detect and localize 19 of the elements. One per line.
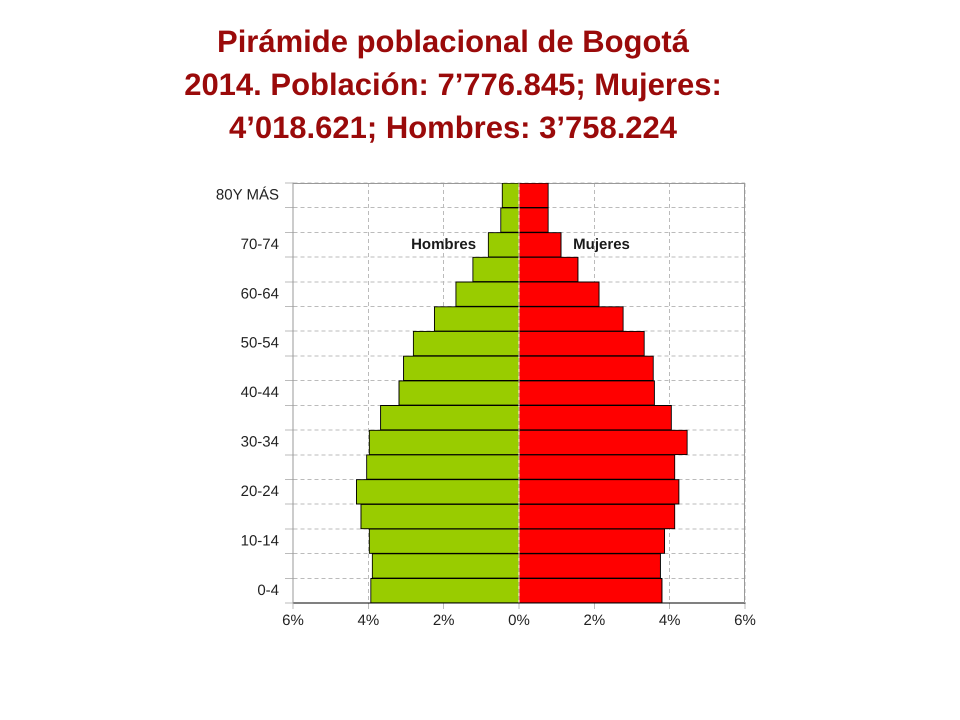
y-tick-label: 40-44	[240, 384, 279, 402]
x-tick-label: 4%	[357, 612, 380, 630]
y-tick-label: 20-24	[240, 482, 279, 500]
x-tick-label: 6%	[282, 612, 304, 630]
y-tick-label: 70-74	[240, 236, 279, 253]
chart-title: Pirámide poblacional de Bogotá 2014. Población: 7’776.845; Mujeres: 4’018.621; Hombres: 3’758.224	[183, 23, 723, 147]
x-tick-label: 2%	[583, 612, 606, 630]
x-tick-label: 6%	[734, 612, 756, 630]
series-label: Hombres	[411, 236, 476, 253]
y-tick-label: 80Y MÁS	[216, 185, 279, 204]
y-tick-label: 60-64	[240, 285, 279, 302]
series-label: Mujeres	[573, 236, 630, 253]
y-tick-label: 30-34	[240, 434, 279, 451]
y-tick-label: 0-4	[257, 582, 279, 599]
y-tick-label: 50-54	[240, 334, 279, 352]
y-tick-label: 10-14	[240, 532, 279, 550]
x-tick-label: 0%	[508, 612, 530, 630]
x-tick-label: 2%	[432, 612, 455, 630]
x-tick-label: 4%	[658, 612, 681, 630]
